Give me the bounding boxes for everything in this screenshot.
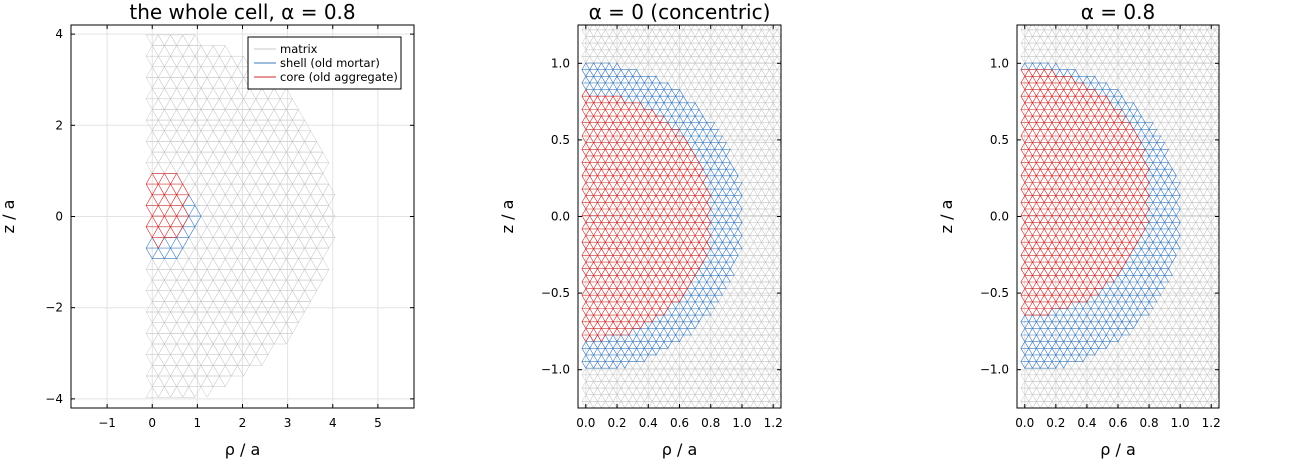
panel-1: −1 0 1 2 3 4 5 −4 −2 0 2 4 the whole cell, α = 0.8 ρ …	[0, 0, 415, 459]
panel-3: 0.0 0.2 0.4 0.6 0.8 1.0 1.2 −1.0 −0.5 0.0 0.5 1.0 α …	[937, 0, 1221, 459]
core-mesh	[1020, 69, 1150, 316]
x-tick-label: 0.2	[607, 416, 626, 430]
x-tick-label: 0.4	[639, 416, 658, 430]
y-tick-label: −4	[45, 392, 63, 406]
y-tick-label: 0.0	[551, 210, 570, 224]
panel-2: 0.0 0.2 0.4 0.6 0.8 1.0 1.2 −1.0 −0.5 0.0 0.5 1.0 α …	[498, 0, 783, 459]
ticks: 0.0 0.2 0.4 0.6 0.8 1.0 1.2 −1.0 −0.5 0.0 0.5 1.0	[541, 25, 783, 430]
y-tick-label: −0.5	[541, 286, 570, 300]
gridlines	[578, 25, 781, 408]
ticks: 0.0 0.2 0.4 0.6 0.8 1.0 1.2 −1.0 −0.5 0.0 0.5 1.0	[980, 25, 1221, 430]
x-tick-label: 0.6	[1108, 416, 1127, 430]
y-tick-label: 0.5	[990, 133, 1009, 147]
y-tick-label: 2	[55, 118, 63, 132]
mesh	[145, 34, 336, 398]
x-axis-title: ρ / a	[662, 440, 698, 459]
x-tick-label: 1	[194, 416, 202, 430]
x-tick-label: 1.2	[764, 416, 783, 430]
x-tick-label: 5	[374, 416, 382, 430]
x-tick-label: 3	[284, 416, 292, 430]
x-tick-label: 0.0	[576, 416, 595, 430]
shell-mesh	[1020, 62, 1181, 369]
y-axis-title: z / a	[0, 200, 18, 234]
ticks: −1 0 1 2 3 4 5 −4 −2 0 2 4	[45, 25, 414, 430]
y-tick-label: 1.0	[990, 56, 1009, 70]
x-tick-label: 1.0	[1171, 416, 1190, 430]
y-tick-label: 0.5	[551, 133, 570, 147]
x-tick-label: 4	[329, 416, 337, 430]
y-axis-title: z / a	[937, 200, 956, 234]
matrix-mesh	[1020, 25, 1219, 408]
x-tick-label: 1.2	[1202, 416, 1221, 430]
panel-title: the whole cell, α = 0.8	[129, 0, 355, 24]
mesh	[581, 25, 781, 408]
x-tick-label: 0	[148, 416, 156, 430]
y-tick-label: −0.5	[980, 286, 1009, 300]
y-tick-label: 0.0	[990, 210, 1009, 224]
x-tick-label: 0.4	[1077, 416, 1096, 430]
legend-label: matrix	[280, 42, 318, 56]
x-tick-label: 0.0	[1015, 416, 1034, 430]
x-tick-label: 0.8	[701, 416, 720, 430]
mesh	[1020, 25, 1219, 408]
panel-title: α = 0.8	[1081, 0, 1155, 24]
legend-label: core (old aggregate)	[280, 70, 398, 84]
x-tick-label: 2	[239, 416, 247, 430]
y-tick-label: 4	[55, 27, 63, 41]
y-tick-label: −2	[45, 301, 63, 315]
y-tick-label: −1.0	[980, 363, 1009, 377]
legend-label: shell (old mortar)	[280, 56, 380, 70]
x-tick-label: 0.8	[1140, 416, 1159, 430]
gridlines	[1017, 25, 1219, 408]
x-tick-label: 0.2	[1046, 416, 1065, 430]
x-axis-title: ρ / a	[1100, 440, 1136, 459]
x-tick-label: 1.0	[732, 416, 751, 430]
core-mesh	[581, 89, 711, 342]
y-tick-label: 1.0	[551, 56, 570, 70]
x-tick-label: 0.6	[670, 416, 689, 430]
panel-title: α = 0 (concentric)	[589, 0, 771, 24]
shell-mesh	[581, 62, 743, 369]
x-tick-label: −1	[98, 416, 116, 430]
y-axis-title: z / a	[498, 200, 517, 234]
matrix-mesh	[145, 34, 336, 398]
y-tick-label: 0	[55, 210, 63, 224]
x-axis-title: ρ / a	[225, 440, 261, 459]
core-mesh	[145, 173, 190, 249]
y-tick-label: −1.0	[541, 363, 570, 377]
matrix-mesh	[581, 25, 781, 408]
